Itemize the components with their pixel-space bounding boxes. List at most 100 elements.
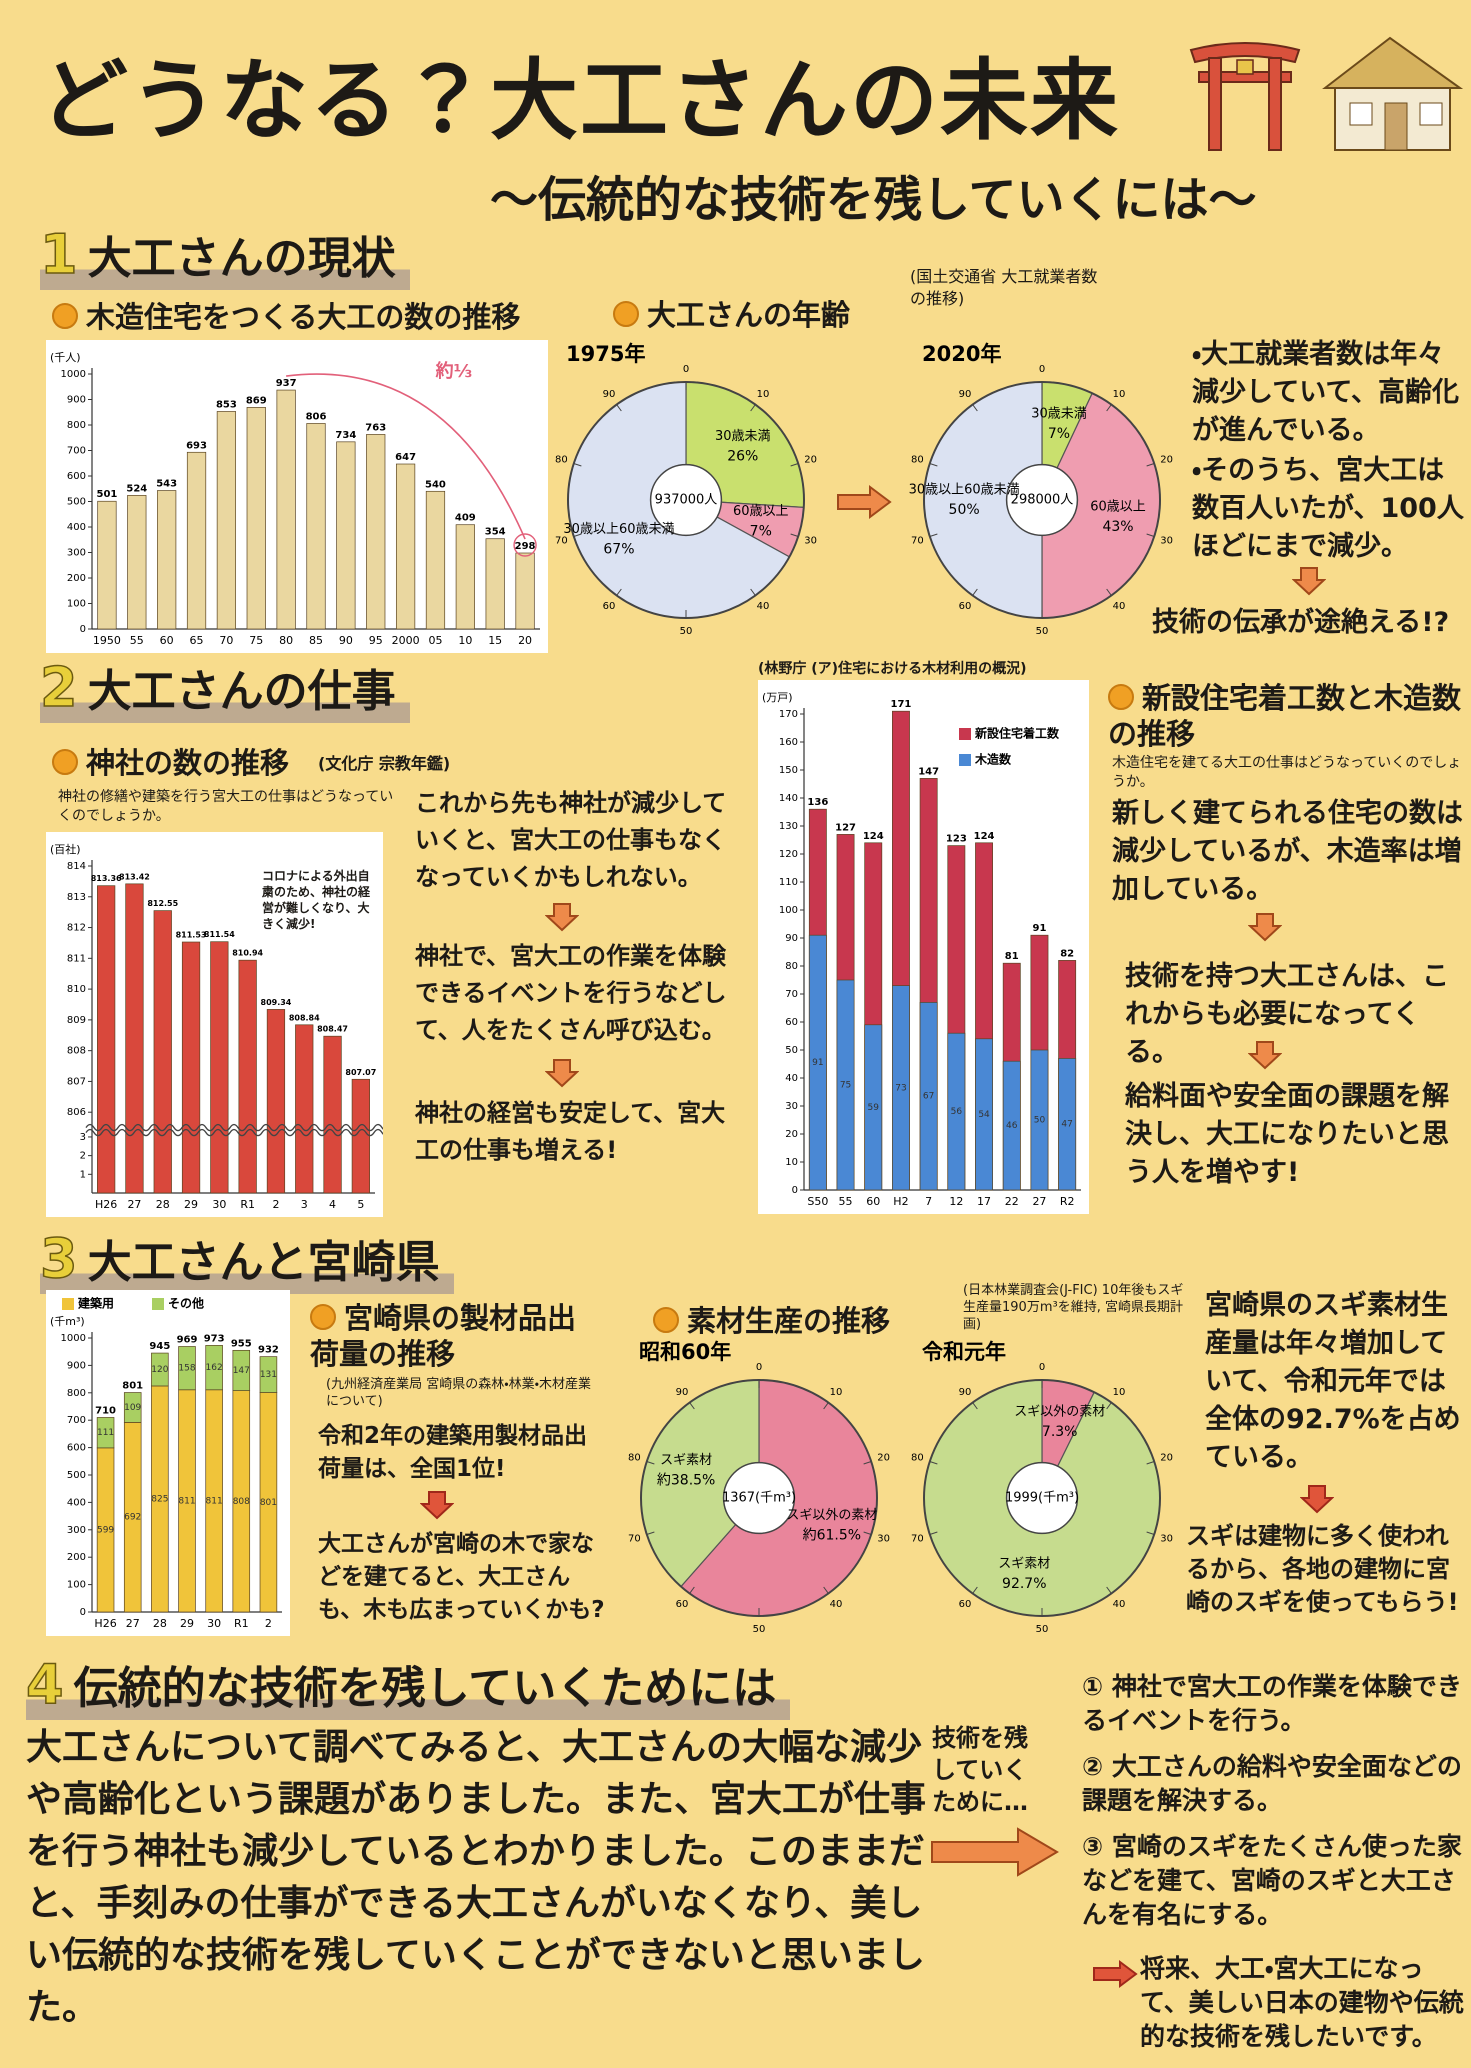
bar: [276, 389, 296, 630]
slice-value: 26%: [727, 449, 758, 465]
slice-label: 30歳未満: [715, 429, 771, 444]
y-tick-label: 170: [779, 709, 798, 720]
y-tick-label: 1: [80, 1169, 86, 1180]
dial-tick: [1106, 404, 1112, 412]
slice-label: 60歳以上: [733, 504, 789, 519]
slice-label: 30歳以上60歳未満: [563, 522, 674, 537]
total-label: 969: [177, 1334, 198, 1345]
annotation: 約⅓: [435, 360, 473, 382]
value-label: 75: [840, 1081, 851, 1091]
dial-label: 90: [959, 1387, 972, 1398]
y-tick-label: 160: [779, 737, 798, 748]
bar: [178, 1346, 196, 1391]
y-tick-label: 300: [67, 548, 86, 559]
x-tick-label: 15: [488, 634, 502, 647]
dial-tick: [1146, 1531, 1155, 1535]
slice-value: 7.3%: [1042, 1424, 1078, 1440]
y-tick-label: 110: [779, 877, 798, 888]
dial-label: 70: [911, 535, 924, 546]
dial-tick: [972, 404, 978, 412]
poster-subtitle: 〜伝統的な技術を残していくには〜: [490, 172, 1257, 228]
bar: [151, 1352, 169, 1387]
value-label: 599: [97, 1525, 114, 1535]
bar: [864, 1024, 883, 1191]
y-tick-label: 100: [779, 905, 798, 916]
chart: 1975年 937000人 30歳未満 26% 60歳以上 7% 30歳以上60歳未満 67%…: [555, 342, 817, 635]
slice-value: 50%: [949, 502, 980, 518]
x-tick-label: 75: [249, 634, 263, 647]
section-subheading: 大工さんの年齢: [613, 292, 850, 334]
x-tick-label: 28: [153, 1617, 167, 1630]
x-tick-label: 95: [369, 634, 383, 647]
pie-title: 令和元年: [922, 1340, 1006, 1364]
dial-label: 10: [830, 1387, 843, 1398]
x-tick-label: R1: [234, 1617, 249, 1630]
dial-label: 90: [676, 1387, 689, 1398]
y-tick-label: 809: [67, 1015, 86, 1026]
section-heading: 2 大工さんの仕事: [39, 655, 410, 723]
unit-label: (千m³): [50, 1315, 85, 1328]
y-tick-label: 10: [785, 1157, 798, 1168]
x-tick-label: 2000: [392, 634, 420, 647]
slice-value: 約61.5%: [803, 1528, 861, 1544]
value-label: 811: [178, 1496, 195, 1506]
x-tick-label: R2: [1060, 1195, 1075, 1208]
y-tick-label: 810: [67, 984, 86, 995]
section-number: 2: [39, 655, 78, 720]
dial-label: 0: [1039, 1362, 1045, 1373]
dial-tick: [750, 588, 756, 596]
pie-hole: [1005, 463, 1079, 537]
dial-label: 70: [628, 1533, 641, 1544]
dial-label: 40: [1113, 1599, 1126, 1610]
value-label: 54: [978, 1110, 990, 1120]
dial-label: 80: [911, 1453, 924, 1464]
dial-label: 40: [757, 601, 770, 612]
dial-tick: [1106, 1586, 1112, 1594]
point: これから先も神社が減少していくと、宮大工の仕事もなくなっていくかもしれない。: [415, 789, 727, 891]
slice-label: 30歳以上60歳未満: [909, 483, 1020, 498]
total-label: 710: [95, 1405, 116, 1416]
chart-title: 木造住宅をつくる大工の数の推移: [52, 294, 520, 336]
value-label: 811: [206, 1496, 223, 1506]
bar: [485, 538, 505, 630]
source-note: (文化庁 宗教年鑑): [318, 754, 451, 773]
bar: [919, 1002, 938, 1191]
y-tick-label: 50: [785, 1045, 798, 1056]
point: 令和2年の建築用製材品出荷量は、全国1位!: [318, 1423, 588, 1482]
value-label: 109: [124, 1403, 141, 1413]
legend-label: 木造数: [974, 752, 1012, 767]
x-tick-label: 4: [329, 1198, 336, 1211]
point: 新しく建てられる住宅の数は減少しているが、木造率は増加している。: [1112, 798, 1463, 905]
y-tick-label: 800: [67, 1388, 86, 1399]
bar: [295, 1024, 314, 1194]
slice-value: 43%: [1102, 519, 1133, 535]
value-label: 501: [96, 489, 117, 500]
dial-tick: [646, 1461, 655, 1465]
note: ・大工就業者数は年々減少していて、高齢化が進んでいる。: [1192, 339, 1460, 446]
dial-label: 60: [959, 601, 972, 612]
y-tick-label: 0: [80, 1607, 86, 1618]
bar: [205, 1345, 223, 1391]
dial-tick: [573, 533, 582, 537]
x-tick-label: R1: [240, 1198, 255, 1211]
bar: [123, 1392, 142, 1423]
poster-title: どうなる？大工さんの未来: [40, 49, 1121, 152]
value-label: 813.36: [91, 874, 122, 883]
dial-label: 0: [683, 364, 689, 375]
value-label: 162: [206, 1363, 223, 1373]
bar: [323, 1035, 342, 1194]
value-label: 56: [951, 1107, 963, 1117]
point: 大工さんが宮崎の木で家などを建てると、大工さんも、木も広まっていくかも?: [318, 1531, 605, 1623]
y-tick-label: 200: [67, 1552, 86, 1563]
bar: [808, 934, 827, 1191]
value-label: 111: [97, 1428, 114, 1438]
dial-tick: [929, 1531, 938, 1535]
section-heading: 1 大工さんの現状: [39, 222, 410, 290]
dial-tick: [689, 1402, 695, 1410]
chart: (百社) 1 2 3 806 807 808 809 810 811 812 813 814 H26 27 2…: [46, 832, 383, 1217]
y-tick-label: 808: [67, 1046, 86, 1057]
x-tick-label: 80: [279, 634, 293, 647]
dial-label: 60: [676, 1599, 689, 1610]
value-label: 46: [1006, 1121, 1018, 1131]
